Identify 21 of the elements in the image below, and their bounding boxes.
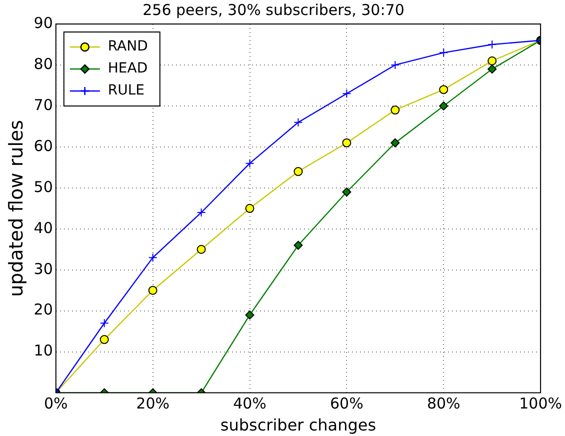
x-tick-label: 100%: [519, 394, 562, 413]
y-tick-label: 70: [34, 96, 53, 114]
x-tick-label: 40%: [233, 394, 266, 413]
x-tick-label: 20%: [136, 394, 170, 413]
x-axis-title: subscriber changes: [220, 416, 376, 435]
y-tick-label: 80: [34, 54, 53, 73]
y-tick-label: 50: [34, 178, 53, 196]
y-tick-label: 20: [34, 300, 53, 319]
y-tick-label: 60: [34, 136, 53, 155]
y-tick-label: 40: [34, 218, 53, 237]
x-tick-label: 0%: [44, 394, 68, 413]
x-tick-label: 60%: [330, 394, 364, 413]
legend-label: HEAD: [108, 60, 148, 77]
y-axis-title: updated flow rules: [5, 120, 28, 297]
y-tick-label: 10: [34, 342, 53, 360]
chart-title: 256 peers, 30% subscribers, 30:70: [142, 0, 404, 19]
legend-label: RULE: [108, 82, 145, 99]
legend-label: RAND: [108, 38, 148, 55]
x-tick-label: 80%: [426, 394, 460, 413]
y-tick-label: 30: [34, 260, 53, 278]
y-tick-label: 90: [34, 14, 53, 32]
